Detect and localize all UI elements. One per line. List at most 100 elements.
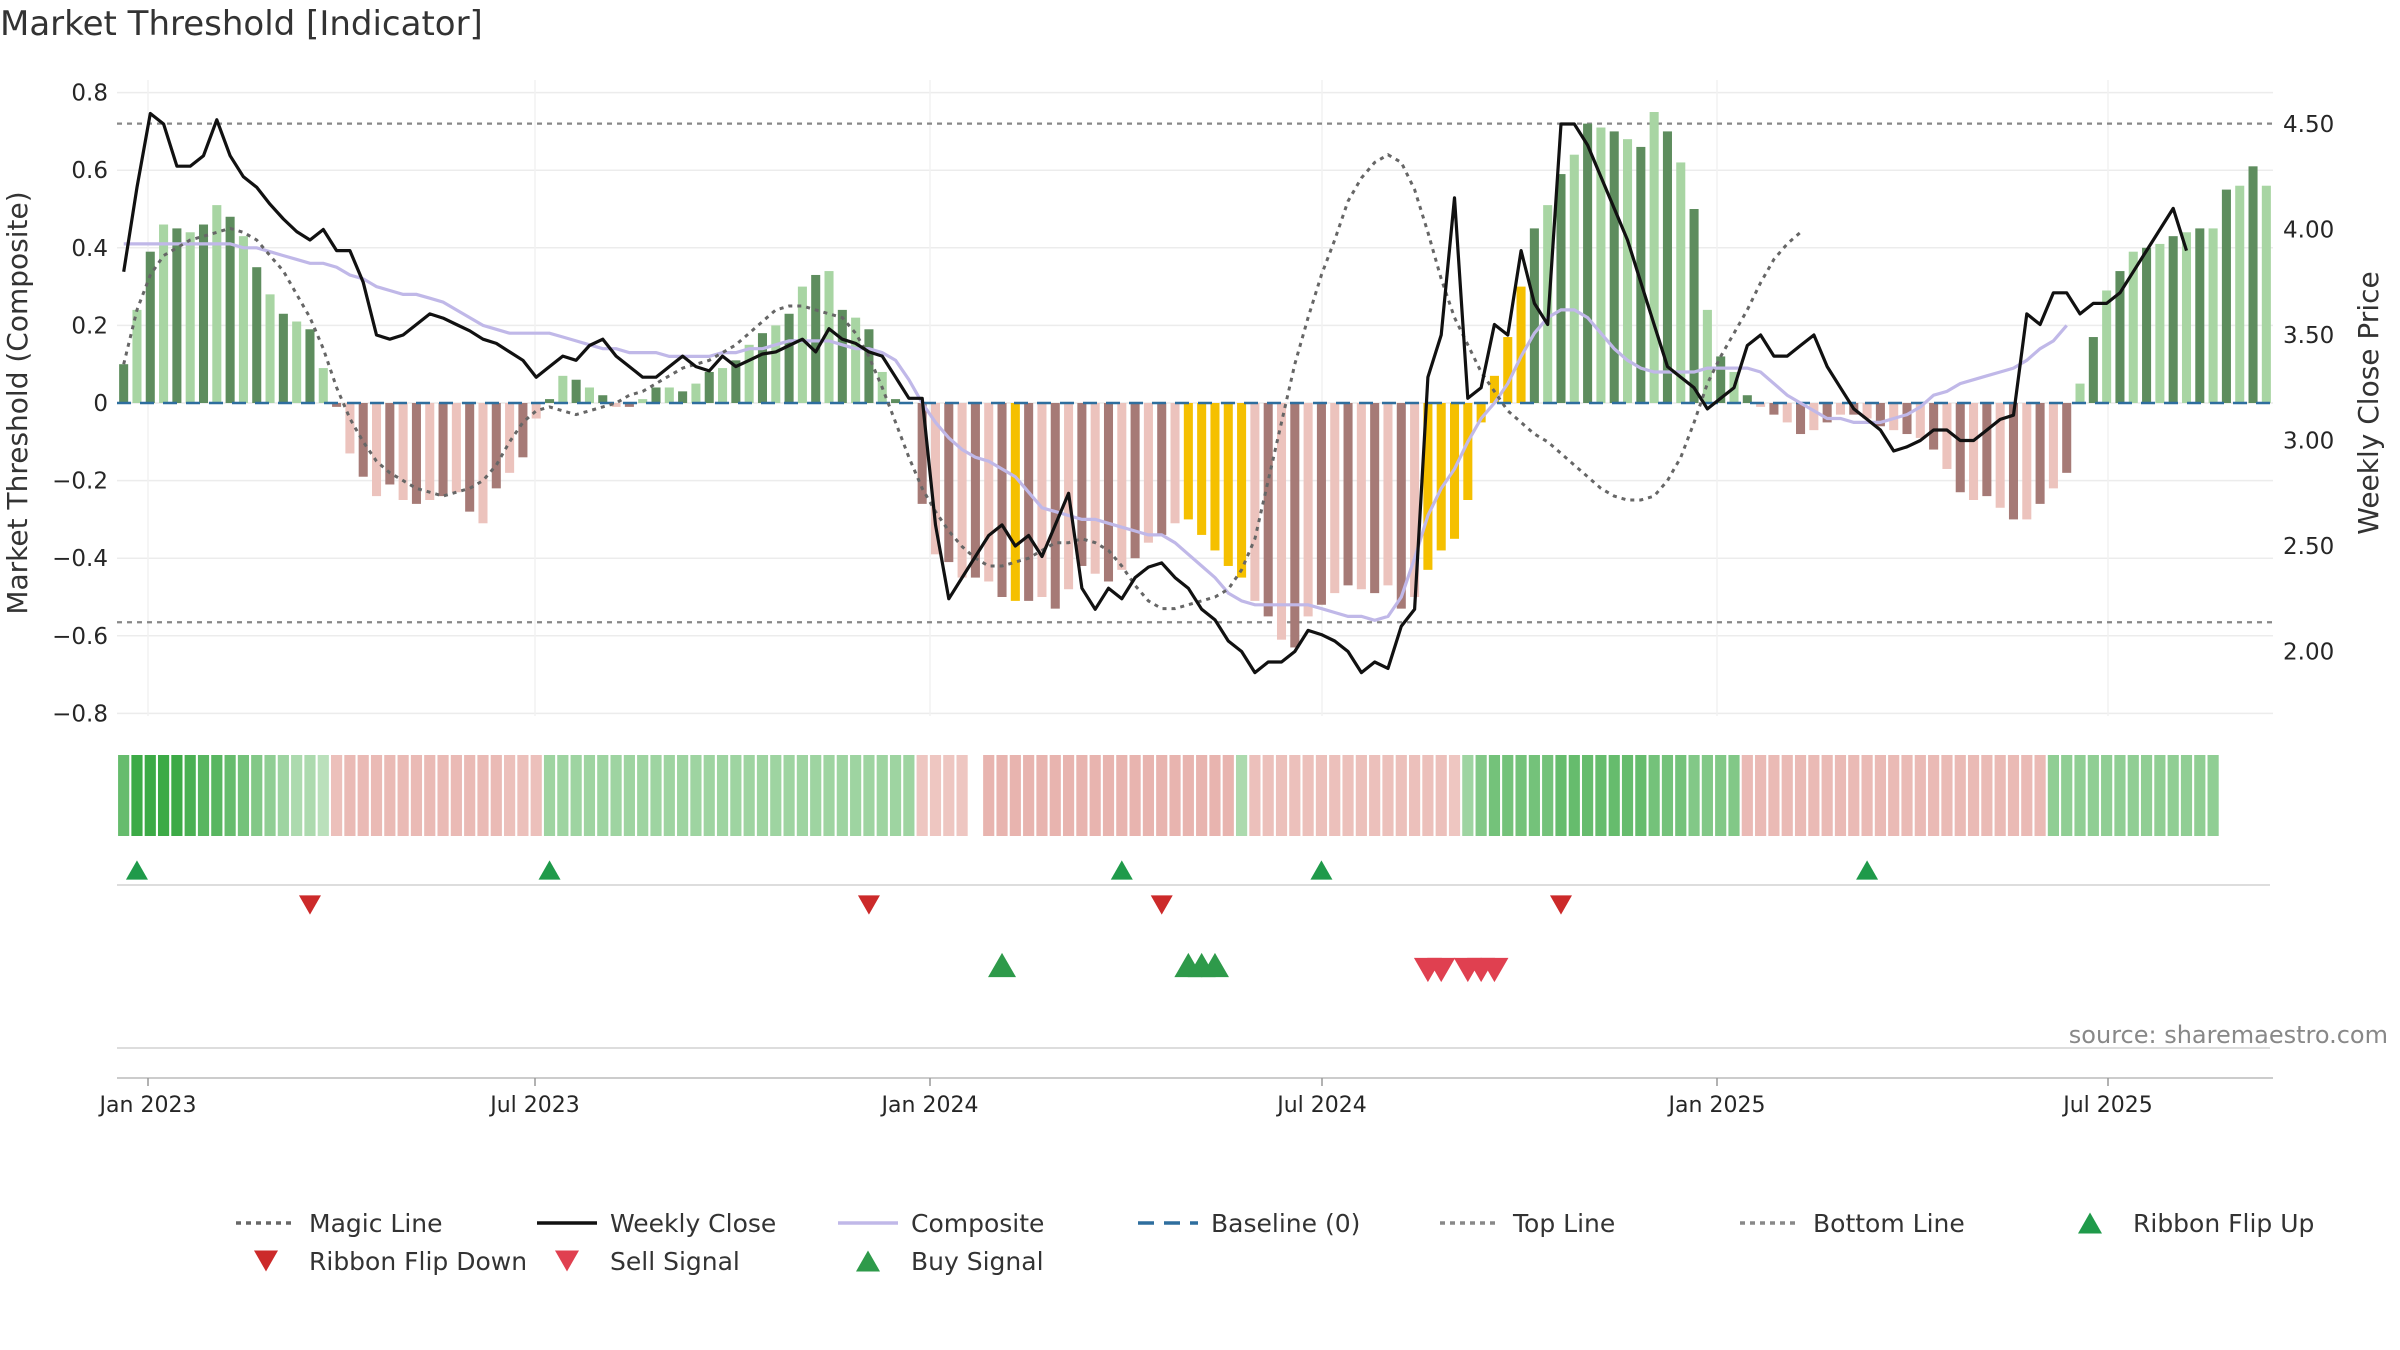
legend-label: Magic Line [309,1209,443,1238]
grid [117,80,2273,716]
bar [1090,403,1100,574]
bar [757,333,767,403]
ribbon-flip-up-marker [1856,860,1879,880]
bar [1183,403,1193,520]
composite-line [123,242,2068,622]
ribbon-cell [650,755,662,836]
bar [398,403,408,500]
bar [2195,228,2205,403]
legend-label: Sell Signal [610,1247,740,1276]
ribbon-cell [1741,755,1753,836]
bar [2248,166,2258,403]
bar [1516,286,1526,403]
bar [1862,403,1872,419]
ribbon-cell [570,755,582,836]
bar [1623,139,1633,403]
x-tick-label: Jul 2023 [488,1093,580,1118]
ribbon-cell [1515,755,1527,836]
x-tick-label: Jan 2025 [1667,1093,1766,1118]
ribbon-cell [504,755,516,836]
legend-label: Composite [911,1209,1044,1238]
ribbon-cell [610,755,622,836]
bar [1503,337,1513,403]
bar [1024,403,1034,601]
y-axis-left: 0.8 0.6 0.4 0.2 0 −0.2 −0.4 −0.6 −0.8 Market Thre… [1,81,108,728]
bar [824,271,834,403]
bar [265,294,275,403]
ribbon-cell [2047,755,2059,836]
ribbon-cell [1062,755,1075,836]
legend-item: Weekly Close [537,1209,776,1238]
bar [1370,403,1380,594]
bar [1556,174,1566,403]
ribbon-cell [2140,755,2153,836]
ribbon-cell [1621,755,1634,836]
bar [1596,127,1606,404]
bar [1143,403,1153,543]
bar [1237,403,1247,578]
ribbon-cell [2087,755,2099,836]
ribbon-cell [690,755,702,836]
ribbon-cell [1728,755,1740,836]
ribbon-flip-down-marker [857,895,880,915]
legend-label: Ribbon Flip Up [2133,1209,2314,1238]
ribbon-cell [1661,755,1674,836]
bar [2142,247,2152,403]
ribbon-cell [517,755,529,836]
bar [451,403,461,493]
bar [185,232,195,403]
buy-signal-marker [988,952,1017,978]
bar [2022,403,2032,520]
ribbon-cell [810,755,822,836]
ribbon-cell [131,755,143,836]
bar [691,383,701,403]
bar [1822,403,1832,423]
legend-marker [2078,1212,2102,1234]
ribbon-cell [2101,755,2113,836]
ribbon-cell [1582,755,1594,836]
ribbon-cell [677,755,689,836]
ribbon-cell [863,755,875,836]
bar [1130,403,1140,559]
ribbon-cell [184,755,196,836]
bar [571,379,581,403]
ribbon-cell [1794,755,1807,836]
ribbon-cell [1861,755,1873,836]
ribbon-cell [1076,755,1088,836]
bar [837,309,847,403]
ribbon-cell [530,755,542,836]
weekly-close-line [122,111,2189,675]
ribbon-flip-down-marker [298,895,321,915]
legend-label: Baseline (0) [1211,1209,1360,1238]
ribbon-strip [118,755,2219,836]
legend-item: Top Line [1440,1209,1615,1238]
bar [1609,131,1619,403]
ribbon-cell [1768,755,1780,836]
bar [1210,403,1220,551]
x-tick-label: Jul 2024 [1275,1093,1367,1118]
ribbon-cell [1422,755,1434,836]
ribbon-cell [2127,755,2139,836]
ribbon-flip-up-marker [125,860,148,880]
ribbon-cell [850,755,862,836]
bar [997,403,1007,597]
x-tick-label: Jul 2025 [2061,1093,2153,1118]
ribbon-cell [357,755,369,836]
bar [2181,232,2192,403]
bar [1157,403,1167,535]
bar [917,403,927,504]
bar [558,375,568,403]
bar [1716,356,1726,403]
ribbon-cell [1102,755,1115,836]
bar [718,368,728,403]
ribbon-cell [157,755,170,836]
ribbon-cell [2207,755,2219,836]
ribbon-cell [623,755,635,836]
bar [1689,209,1699,403]
bar [1290,403,1300,648]
bar [811,274,821,403]
ribbon-cell [557,755,569,836]
bar [891,399,901,403]
ribbon-cell [1688,755,1700,836]
